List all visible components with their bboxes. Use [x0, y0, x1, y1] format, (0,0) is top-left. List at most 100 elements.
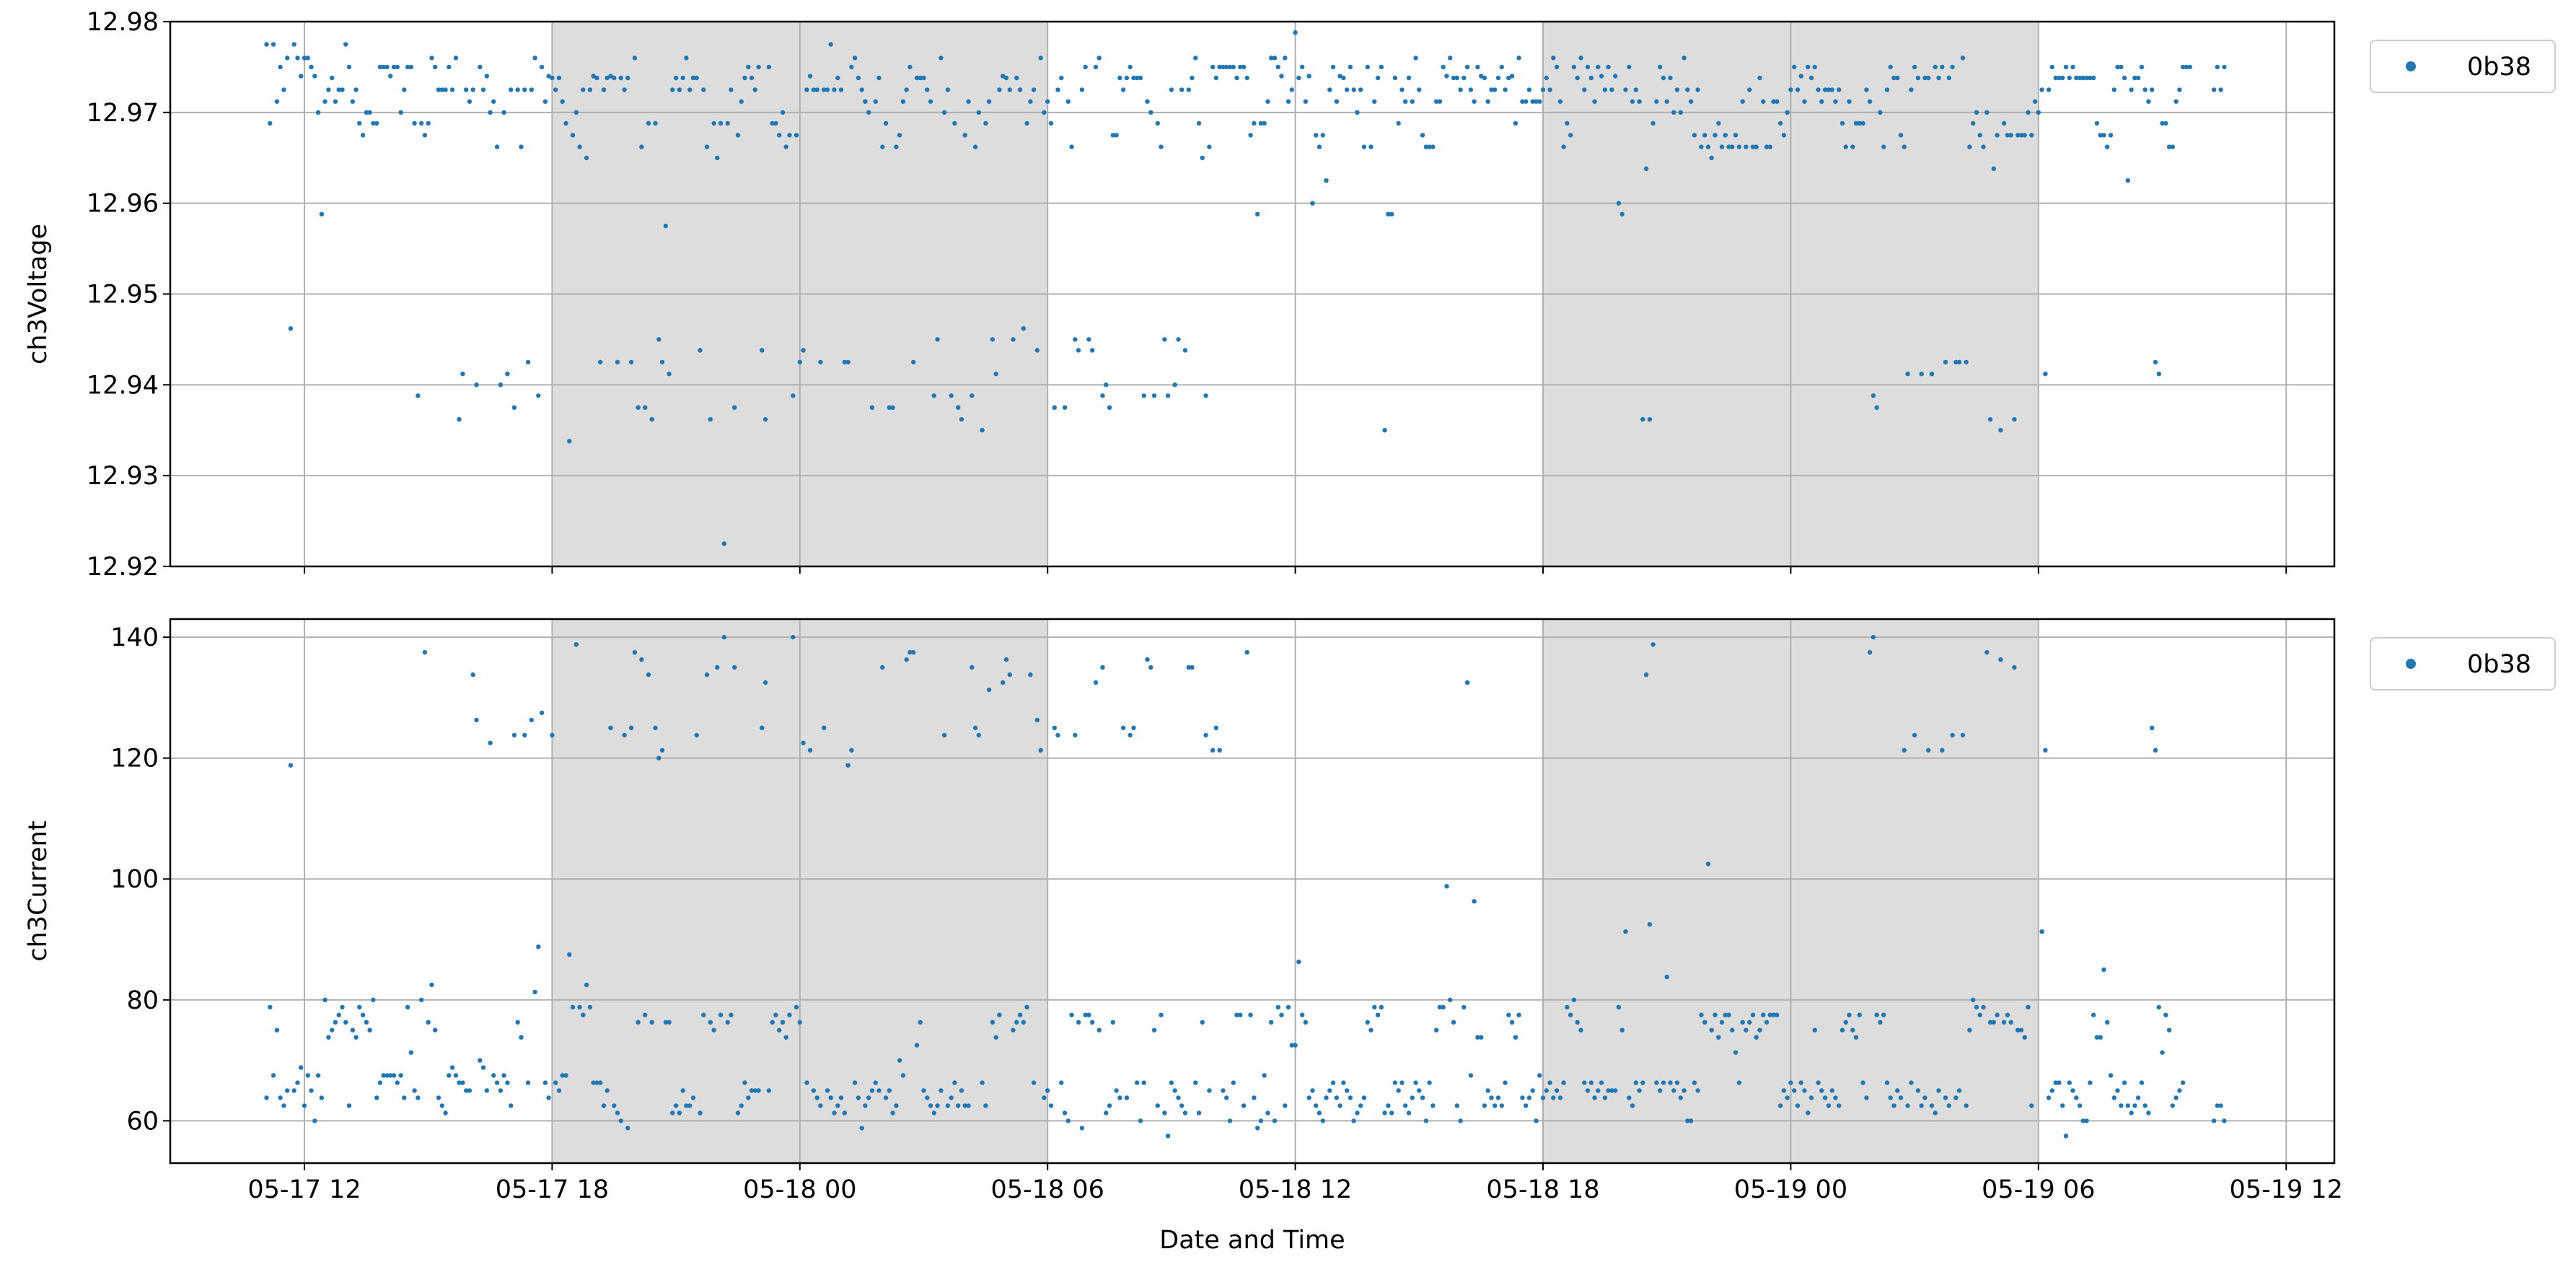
- voltage-data-point: [2166, 144, 2172, 149]
- voltage-data-point: [1238, 64, 1243, 70]
- current-data-point: [1647, 921, 1653, 927]
- current-data-point: [659, 748, 665, 753]
- voltage-data-point: [1623, 87, 1628, 92]
- current-data-point: [1055, 732, 1060, 738]
- voltage-data-point: [976, 110, 982, 115]
- current-data-point: [350, 1027, 355, 1033]
- current-data-point: [735, 1110, 741, 1115]
- current-data-point: [762, 680, 768, 685]
- voltage-data-point: [729, 87, 734, 92]
- voltage-data-point: [845, 359, 850, 365]
- voltage-data-point: [935, 337, 940, 342]
- current-data-point: [1468, 1073, 1474, 1078]
- current-data-point: [1083, 1012, 1088, 1017]
- voltage-y-tick-label: 12.93: [87, 462, 159, 491]
- voltage-data-point: [690, 75, 696, 81]
- current-data-point: [426, 1020, 431, 1025]
- voltage-data-point: [364, 110, 369, 115]
- voltage-data-point: [1024, 120, 1029, 126]
- current-data-point: [732, 665, 737, 670]
- voltage-data-point: [2012, 417, 2017, 422]
- current-data-point: [1671, 1088, 1676, 1093]
- voltage-data-point: [285, 56, 290, 61]
- voltage-data-point: [360, 133, 366, 138]
- voltage-data-point: [2129, 87, 2134, 92]
- voltage-x-ticks: [304, 566, 2287, 574]
- current-data-point: [1881, 1012, 1886, 1017]
- voltage-data-point: [749, 75, 755, 81]
- current-data-point: [1771, 1012, 1776, 1017]
- current-data-point: [835, 1103, 840, 1108]
- voltage-data-point: [1495, 75, 1501, 81]
- voltage-data-point: [1503, 87, 1508, 92]
- current-data-point: [2105, 1020, 2110, 1025]
- voltage-data-point: [278, 64, 283, 70]
- current-data-point: [1623, 929, 1628, 934]
- current-data-point: [408, 1050, 414, 1055]
- voltage-data-point: [811, 87, 817, 92]
- voltage-data-point: [1833, 99, 1838, 104]
- voltage-data-point: [1922, 75, 1927, 81]
- voltage-data-point: [391, 64, 397, 70]
- voltage-data-point: [1131, 75, 1136, 81]
- current-data-point: [935, 1103, 940, 1108]
- x-tick-label: 05-19 06: [1982, 1175, 2095, 1204]
- current-data-point: [1702, 1020, 1707, 1025]
- current-data-point: [990, 1020, 995, 1025]
- current-data-point: [615, 1110, 620, 1115]
- current-data-point: [956, 1103, 961, 1108]
- voltage-data-point: [701, 87, 706, 92]
- voltage-data-point: [828, 42, 833, 47]
- voltage-data-point: [1420, 133, 1425, 138]
- current-data-point: [1420, 1095, 1425, 1100]
- voltage-data-point: [525, 359, 531, 365]
- voltage-data-point: [1444, 74, 1449, 79]
- current-data-point: [656, 755, 661, 760]
- voltage-data-point: [659, 359, 665, 365]
- current-data-point: [1224, 1095, 1229, 1100]
- voltage-data-point: [357, 120, 362, 126]
- current-data-point: [515, 1020, 520, 1025]
- voltage-data-point: [780, 110, 786, 115]
- current-data-point: [2153, 748, 2158, 753]
- current-data-point: [1578, 1027, 1583, 1033]
- current-data-point: [525, 1080, 531, 1085]
- voltage-data-point: [1798, 74, 1803, 79]
- voltage-data-point: [832, 87, 837, 92]
- current-data-point: [746, 1095, 751, 1100]
- current-data-point: [625, 1126, 630, 1131]
- current-data-point: [1726, 1012, 1731, 1017]
- voltage-data-point: [1062, 405, 1068, 410]
- voltage-data-point: [636, 405, 641, 410]
- voltage-data-point: [1839, 120, 1845, 126]
- voltage-data-point: [956, 405, 961, 410]
- current-legend[interactable]: 0b38: [2370, 637, 2556, 691]
- voltage-legend[interactable]: 0b38: [2370, 40, 2556, 93]
- voltage-data-point: [1265, 99, 1270, 104]
- current-data-point: [371, 997, 376, 1003]
- current-data-point: [460, 1080, 465, 1085]
- current-data-point: [690, 1095, 696, 1100]
- voltage-data-point: [2057, 75, 2062, 81]
- current-data-point: [618, 1118, 623, 1123]
- current-data-point: [1926, 748, 1931, 753]
- voltage-data-point: [1069, 144, 1074, 149]
- current-data-point: [1248, 1012, 1253, 1017]
- current-data-point: [1028, 672, 1033, 678]
- voltage-data-point: [1544, 75, 1549, 81]
- voltage-data-point: [1011, 337, 1016, 342]
- voltage-data-point: [1289, 87, 1295, 92]
- voltage-data-point: [1808, 75, 1814, 81]
- voltage-data-point: [291, 42, 296, 47]
- current-data-point: [766, 1088, 772, 1093]
- x-tick-label: 05-17 12: [247, 1175, 361, 1204]
- current-data-point: [1361, 1095, 1367, 1100]
- voltage-data-point: [460, 372, 465, 377]
- voltage-data-point: [838, 87, 844, 92]
- current-data-point: [1977, 1012, 1982, 1017]
- current-data-point: [1568, 1012, 1573, 1017]
- voltage-data-point: [2067, 75, 2072, 81]
- current-data-point: [622, 732, 627, 738]
- current-data-point: [628, 725, 634, 730]
